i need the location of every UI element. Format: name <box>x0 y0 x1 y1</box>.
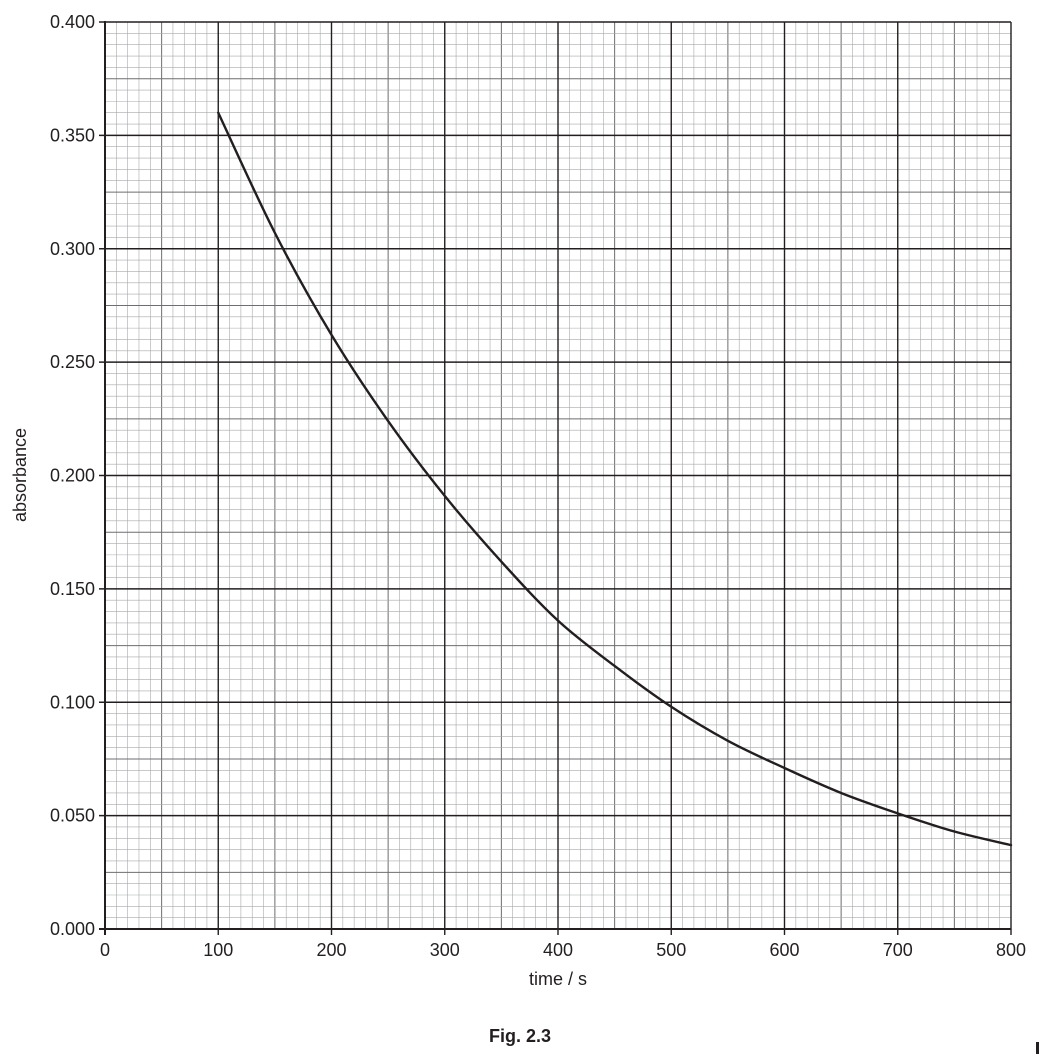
absorbance-time-chart: 0 100 200 300 400 500 600 700 800 0.000 0.050 0.100… <box>10 12 1026 989</box>
x-tick-label: 0 <box>100 940 110 960</box>
corner-mark <box>1036 1042 1039 1054</box>
data-series <box>217 111 1013 847</box>
y-tick-label: 0.050 <box>50 806 95 826</box>
y-tick-label: 0.400 <box>50 12 95 32</box>
y-tick-label: 0.100 <box>50 692 95 712</box>
x-tick-label: 300 <box>430 940 460 960</box>
x-tick-label: 600 <box>769 940 799 960</box>
y-tick-label: 0.250 <box>50 352 95 372</box>
x-tick-label: 100 <box>203 940 233 960</box>
x-axis-label: time / s <box>529 969 587 989</box>
y-axis-label: absorbance <box>10 428 30 522</box>
y-tick-label: 0.350 <box>50 125 95 145</box>
x-tick-label: 700 <box>883 940 913 960</box>
grid <box>99 21 1012 935</box>
x-tick-label: 400 <box>543 940 573 960</box>
x-tick-label: 200 <box>316 940 346 960</box>
y-tick-label: 0.000 <box>50 919 95 939</box>
tick-labels: 0 100 200 300 400 500 600 700 800 0.000 0.050 0.100… <box>50 12 1026 960</box>
absorbance-curve <box>217 111 1013 847</box>
x-tick-label: 800 <box>996 940 1026 960</box>
y-tick-label: 0.150 <box>50 579 95 599</box>
y-tick-label: 0.300 <box>50 239 95 259</box>
y-tick-label: 0.200 <box>50 466 95 486</box>
x-tick-label: 500 <box>656 940 686 960</box>
figure-caption: Fig. 2.3 <box>488 1026 551 1046</box>
